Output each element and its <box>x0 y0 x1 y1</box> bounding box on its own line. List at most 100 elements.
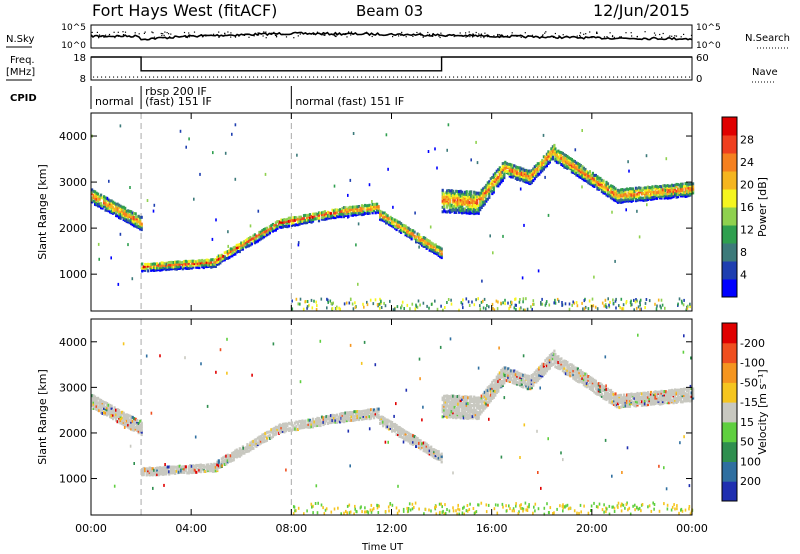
power-echo-cell <box>112 210 115 214</box>
velocity-echo-cell <box>504 369 507 372</box>
velocity-echo-cell <box>663 401 666 405</box>
velocity-echo-cell <box>253 438 256 442</box>
velocity-echo-cell <box>295 428 298 432</box>
velocity-echo-cell <box>542 364 545 368</box>
power-echo-cell <box>443 207 446 211</box>
velocity-echo-cell <box>654 390 657 394</box>
power-echo-cell <box>112 208 115 212</box>
power-echo-cell <box>464 194 467 198</box>
velocity-echo-cell <box>235 448 238 452</box>
power-echo-cell <box>301 217 304 221</box>
nsearch-point <box>465 32 467 34</box>
power-echo-cell <box>483 191 486 195</box>
power-scatter-cell <box>392 205 394 209</box>
nave-point <box>465 76 467 78</box>
power-echo-cell <box>618 198 621 202</box>
power-echo-cell <box>153 265 156 269</box>
velocity-echo-cell <box>492 391 495 395</box>
power-colorbar-tick: 12 <box>740 224 754 237</box>
nave-point <box>169 76 171 78</box>
velocity-echo-cell <box>668 391 671 395</box>
power-echo-cell <box>467 192 470 196</box>
power-echo-cell <box>555 156 558 160</box>
power-scatter-cell <box>297 243 300 247</box>
power-echo-cell <box>616 198 620 202</box>
power-echo-cell <box>488 180 491 184</box>
velocity-echo-cell <box>625 401 629 405</box>
power-echo-cell <box>605 180 608 184</box>
velocity-echo-cell <box>465 402 468 406</box>
power-near-range-cell <box>587 307 590 311</box>
power-near-range-cell <box>383 301 385 305</box>
power-echo-cell <box>581 167 584 171</box>
velocity-echo-cell <box>128 424 131 428</box>
power-echo-cell <box>593 177 596 181</box>
velocity-echo-cell <box>573 366 576 370</box>
velocity-echo-cell <box>310 422 313 426</box>
velocity-echo-cell <box>585 379 588 383</box>
velocity-echo-cell <box>554 365 557 369</box>
velocity-echo-cell <box>458 415 461 419</box>
velocity-echo-cell <box>621 399 624 403</box>
velocity-echo-cell <box>130 418 133 422</box>
velocity-echo-cell <box>616 404 620 408</box>
velocity-echo-cell <box>298 426 301 430</box>
velocity-echo-cell <box>281 422 284 426</box>
velocity-echo-cell <box>532 376 535 380</box>
power-echo-cell <box>514 175 517 179</box>
nsearch-point <box>644 31 646 33</box>
power-echo-cell <box>488 191 491 195</box>
power-echo-cell <box>587 171 590 175</box>
power-echo-cell <box>258 232 261 236</box>
power-echo-cell <box>684 191 687 194</box>
power-echo-cell <box>325 214 328 218</box>
power-echo-cell <box>646 195 650 199</box>
power-near-range-cell <box>393 307 396 311</box>
power-scatter-cell <box>627 160 629 164</box>
velocity-echo-cell <box>467 408 470 412</box>
power-echo-cell <box>151 266 154 270</box>
velocity-echo-cell <box>663 391 666 395</box>
power-echo-cell <box>681 184 684 188</box>
power-echo-cell <box>554 147 557 151</box>
power-echo-cell <box>593 185 596 188</box>
velocity-echo-cell <box>103 412 106 416</box>
power-echo-cell <box>557 149 560 153</box>
velocity-echo-cell <box>112 409 115 413</box>
power-echo-cell <box>325 212 328 216</box>
power-echo-cell <box>593 183 596 187</box>
velocity-echo-cell <box>238 447 241 451</box>
power-echo-cell <box>415 235 418 239</box>
power-echo-cell <box>276 220 279 224</box>
nave-point <box>589 76 591 78</box>
velocity-echo-cell <box>611 400 614 404</box>
velocity-echo-cell <box>468 400 471 404</box>
power-echo-cell <box>204 259 207 263</box>
velocity-echo-cell <box>465 408 468 412</box>
velocity-echo-cell <box>430 450 433 453</box>
power-echo-cell <box>421 237 424 241</box>
velocity-echo-cell <box>446 394 449 398</box>
nave-point <box>253 76 255 78</box>
nave-point <box>413 76 415 78</box>
power-echo-cell <box>166 265 169 269</box>
velocity-echo-cell <box>140 428 143 432</box>
power-echo-cell <box>658 191 662 195</box>
velocity-echo-cell <box>443 410 446 414</box>
freq-label-line2: [MHz] <box>6 67 35 78</box>
velocity-echo-cell <box>443 394 446 398</box>
velocity-echo-cell <box>415 436 418 440</box>
power-near-range-cell <box>327 298 329 302</box>
velocity-echo-cell <box>593 384 596 388</box>
power-near-range-cell <box>507 301 509 305</box>
velocity-echo-cell <box>109 415 112 419</box>
power-echo-cell <box>223 251 226 255</box>
power-echo-cell <box>464 209 467 213</box>
power-echo-cell <box>692 189 695 193</box>
velocity-echo-cell <box>480 399 483 403</box>
velocity-echo-cell <box>153 472 156 476</box>
power-echo-cell <box>529 182 532 186</box>
power-echo-cell <box>492 190 495 194</box>
nsearch-point <box>316 31 319 33</box>
nave-point <box>665 76 667 78</box>
